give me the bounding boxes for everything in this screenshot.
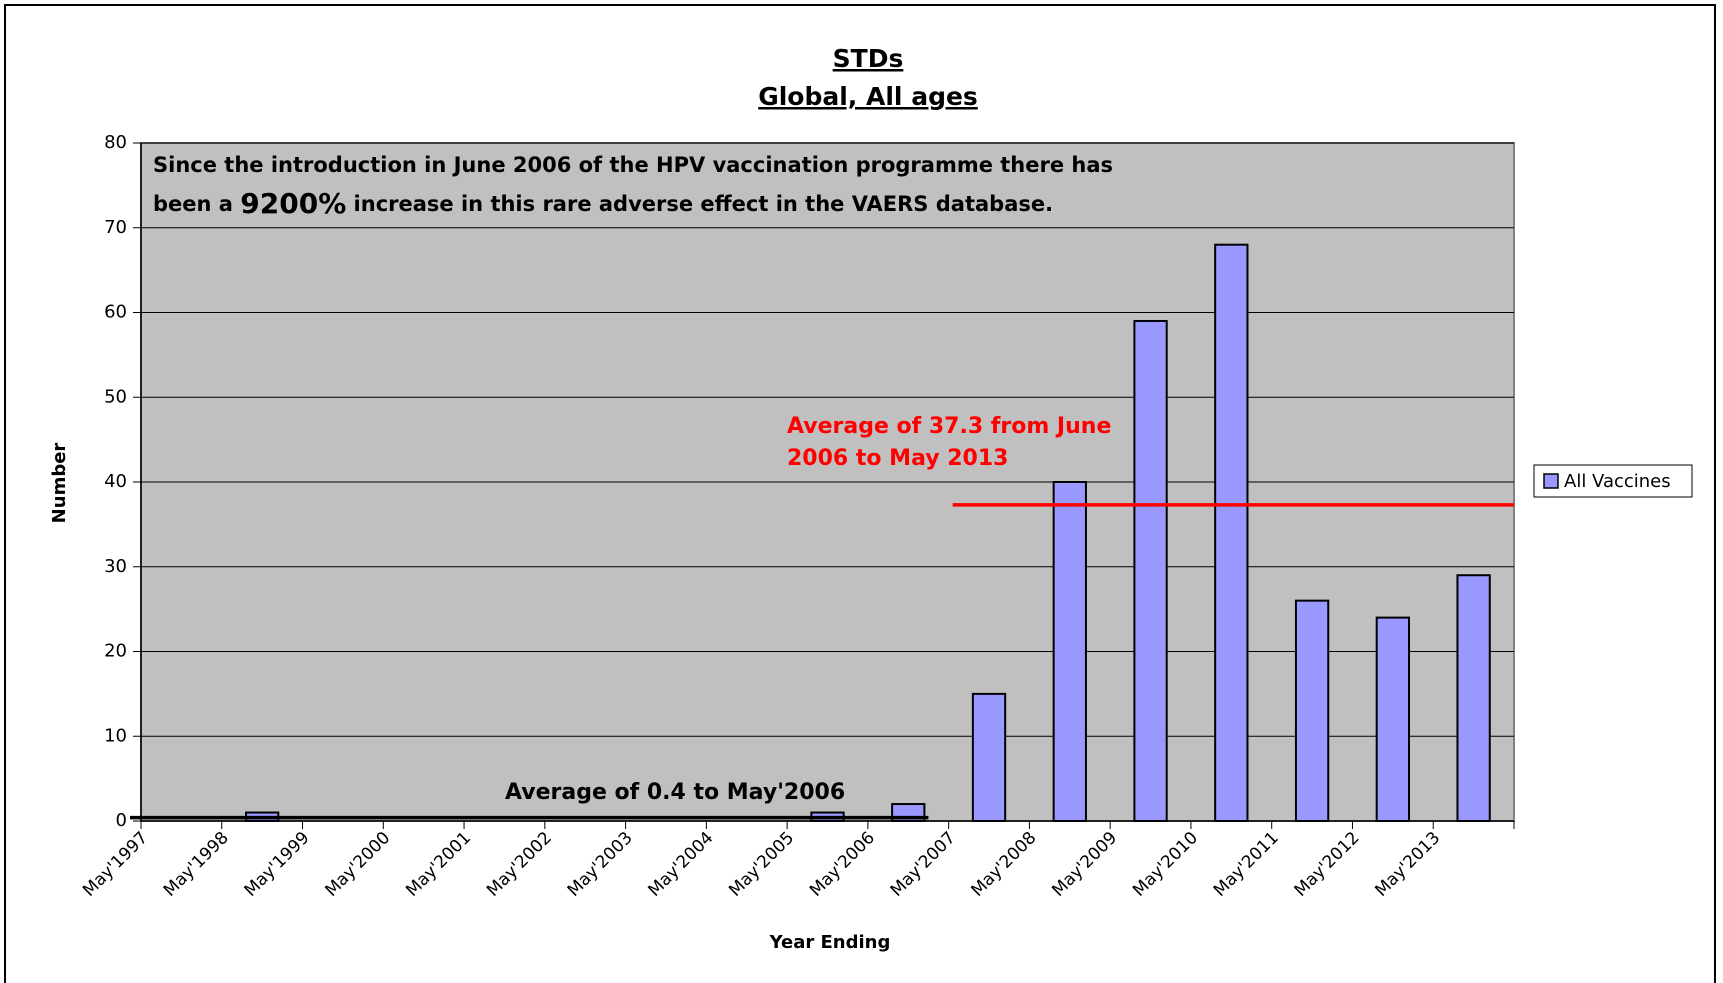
y-tick-label: 80: [104, 132, 127, 153]
y-tick-label: 0: [116, 810, 127, 831]
y-tick-label: 70: [104, 217, 127, 238]
legend-swatch: [1543, 473, 1559, 489]
reference-label: Average of 37.3 from June: [787, 414, 1111, 439]
bar: [1294, 599, 1330, 823]
annotation-part: increase in this rare adverse effect in …: [346, 192, 1053, 216]
y-axis-label: Number: [49, 443, 70, 524]
y-tick-label: 10: [104, 725, 127, 746]
y-tick-label: 60: [104, 302, 127, 323]
annotation: Since the introduction in June 2006 of t…: [153, 153, 1113, 177]
bar: [1375, 616, 1411, 822]
x-axis-label: Year Ending: [769, 932, 891, 953]
bar: [1214, 243, 1249, 822]
y-tick-label: 50: [104, 386, 127, 407]
chart-subtitle: Global, All ages: [758, 82, 978, 111]
annotation-part: 9200%: [240, 187, 346, 220]
y-tick-label: 20: [104, 641, 127, 662]
y-tick-label: 30: [104, 556, 127, 577]
annotation-part: been a: [153, 192, 240, 216]
reference-label: Average of 0.4 to May'2006: [505, 780, 845, 805]
annotation: been a 9200% increase in this rare adver…: [153, 187, 1053, 220]
bar: [971, 692, 1007, 822]
bar: [1052, 481, 1087, 822]
bar: [1133, 319, 1168, 822]
legend-box: [1533, 464, 1693, 498]
bar: [1456, 574, 1491, 822]
chart-title: STDs: [833, 44, 904, 73]
reference-label: 2006 to May 2013: [787, 446, 1008, 471]
y-tick-label: 40: [104, 471, 127, 492]
legend-label: All Vaccines: [1564, 471, 1671, 492]
